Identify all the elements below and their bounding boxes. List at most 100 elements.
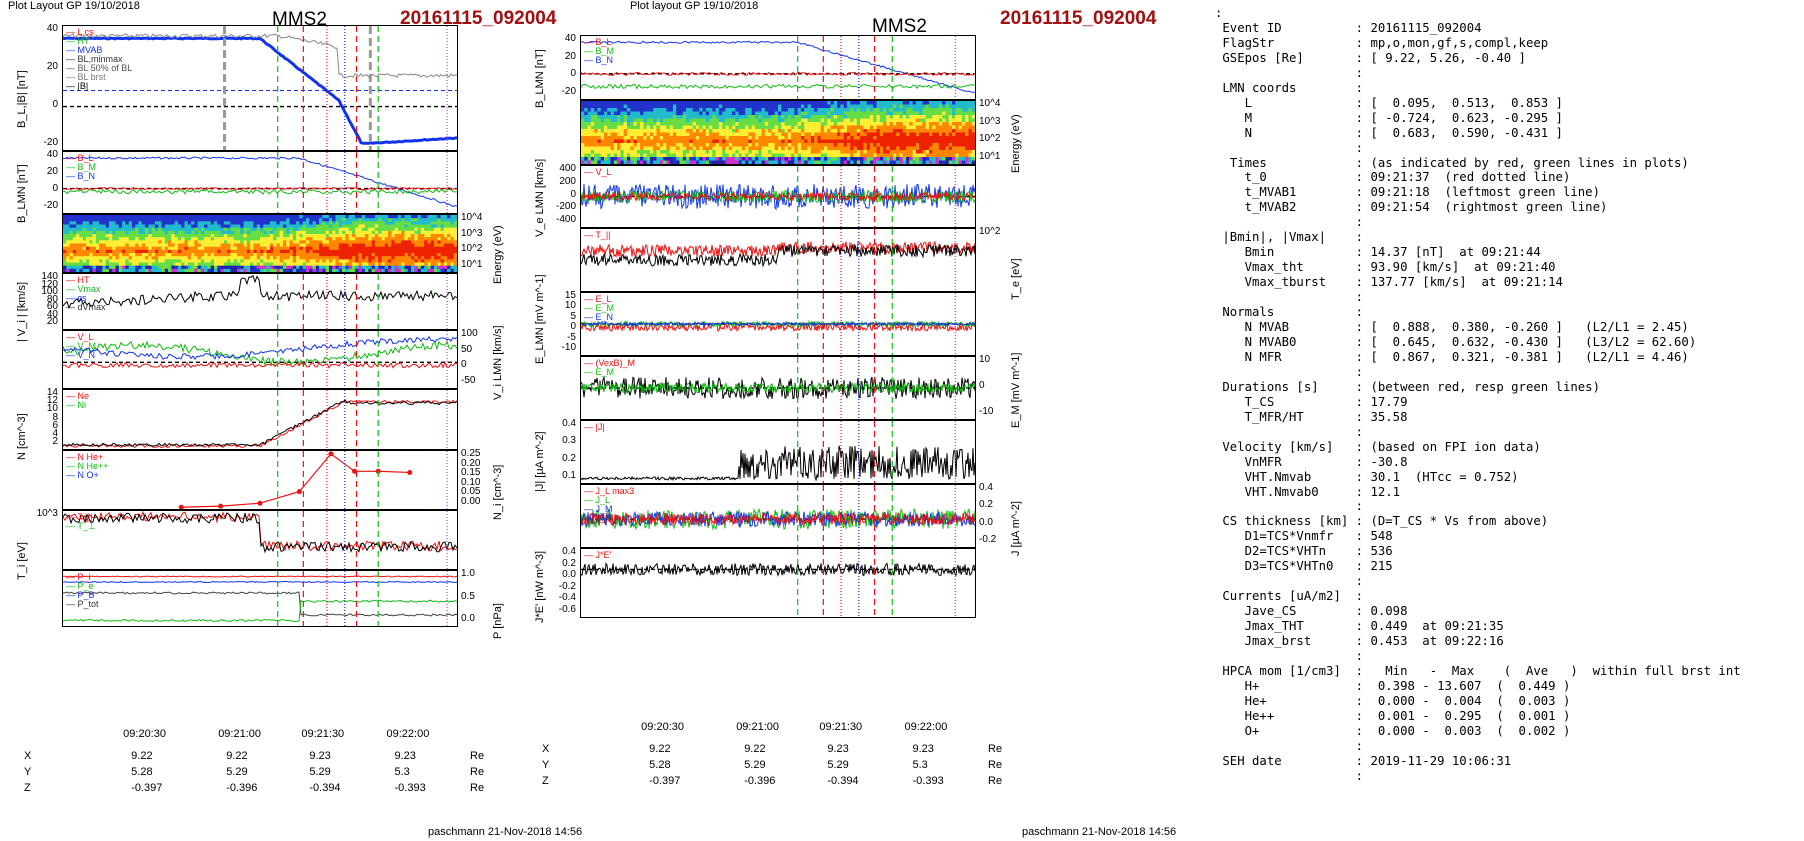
spectrogram-cell <box>246 243 251 248</box>
spectrogram-cell <box>722 108 726 112</box>
spectrogram-cell <box>273 246 277 251</box>
spectrogram-cell <box>184 246 189 251</box>
spectrogram-cell <box>587 118 592 123</box>
spectrogram-cell <box>135 249 140 254</box>
spectrogram-cell <box>260 230 264 235</box>
spectrogram-cell <box>768 136 772 140</box>
spectrogram-cell <box>702 115 707 119</box>
spectrogram-cell <box>148 253 153 257</box>
spectrogram-cell <box>322 221 327 225</box>
spectrogram-cell <box>263 256 268 260</box>
spectrogram-cell <box>886 143 891 147</box>
spectrogram-cell <box>181 243 185 248</box>
spectrogram-cell <box>702 129 707 133</box>
spectrogram-cell <box>322 240 327 244</box>
spectrogram-cell <box>214 237 218 241</box>
spectrogram-cell <box>361 259 366 263</box>
spectrogram-cell <box>728 143 733 147</box>
spectrogram-cell <box>440 243 445 248</box>
spectrogram-cell <box>745 150 749 154</box>
spectrogram-cell <box>837 125 841 130</box>
spectrogram-cell <box>319 256 323 260</box>
spectrogram-cell <box>266 237 271 241</box>
spectrogram-cell <box>656 132 661 137</box>
spectrogram-cell <box>315 246 320 251</box>
spectrogram-cell <box>781 153 786 158</box>
mid-header-spacecraft: MMS2 <box>872 16 927 37</box>
spectrogram-cell <box>617 136 621 140</box>
spectrogram-cell <box>814 153 818 158</box>
spectrogram-cell <box>105 259 110 263</box>
spectrogram-cell <box>906 139 910 144</box>
spectrogram-cell <box>85 221 90 225</box>
spectrogram-cell <box>391 262 396 267</box>
spectrogram-cell <box>289 215 294 219</box>
mid-coord-value: -0.396 <box>744 775 776 787</box>
spectrogram-cell <box>210 268 215 272</box>
spectrogram-cell <box>935 150 940 154</box>
spectrogram-cell <box>794 122 799 126</box>
spectrogram-cell <box>256 221 261 225</box>
spectrogram-cell <box>112 234 117 238</box>
spectrogram-cell <box>751 108 756 112</box>
spectrogram-cell <box>965 129 969 133</box>
spectrogram-cell <box>738 101 743 105</box>
spectrogram-cell <box>361 243 366 248</box>
spectrogram-cell <box>128 230 133 235</box>
spectrogram-cell <box>686 118 690 123</box>
spectrogram-cell <box>76 227 80 232</box>
spectrogram-cell <box>145 221 149 225</box>
spectrogram-cell <box>401 265 405 270</box>
spectrogram-cell <box>942 143 946 147</box>
spectrogram-cell <box>266 215 271 219</box>
spectrogram-cell <box>230 240 235 244</box>
spectrogram-cell <box>594 118 598 123</box>
spectrogram-cell <box>388 256 392 260</box>
spectrogram-cell <box>177 221 182 225</box>
spectrogram-cell <box>764 108 769 112</box>
spectrogram-cell <box>450 249 455 254</box>
spectrogram-cell <box>965 118 969 123</box>
spectrogram-cell <box>912 160 917 164</box>
left-panel-3-legend-item: — cs <box>66 293 87 303</box>
spectrogram-cell <box>764 153 769 158</box>
spectrogram-cell <box>253 259 258 263</box>
spectrogram-cell <box>407 218 412 222</box>
spectrogram-cell <box>322 259 327 263</box>
spectrogram-cell <box>358 268 363 272</box>
spectrogram-cell <box>794 150 799 154</box>
spectrogram-cell <box>223 265 228 270</box>
spectrogram-cell <box>125 253 130 257</box>
spectrogram-cell <box>384 268 389 272</box>
spectrogram-cell <box>309 221 314 225</box>
spectrogram-cell <box>437 230 442 235</box>
spectrogram-cell <box>876 125 881 130</box>
spectrogram-cell <box>345 265 350 270</box>
spectrogram-cell <box>590 125 595 130</box>
spectrogram-cell <box>240 227 245 232</box>
spectrogram-cell <box>148 224 153 229</box>
spectrogram-cell <box>705 132 710 137</box>
spectrogram-cell <box>955 125 960 130</box>
spectrogram-cell <box>715 153 720 158</box>
spectrogram-cell <box>853 139 858 144</box>
spectrogram-cell <box>827 136 832 140</box>
spectrogram-cell <box>220 240 225 244</box>
spectrogram-cell <box>581 143 585 147</box>
spectrogram-cell <box>328 253 333 257</box>
spectrogram-cell <box>610 153 615 158</box>
spectrogram-cell <box>866 108 871 112</box>
spectrogram-cell <box>617 160 621 164</box>
spectrogram-cell <box>718 104 723 109</box>
spectrogram-cell <box>935 122 940 126</box>
spectrogram-cell <box>791 118 795 123</box>
spectrogram-cell <box>105 268 110 272</box>
spectrogram-cell <box>620 139 625 144</box>
spectrogram-cell <box>276 218 281 222</box>
spectrogram-cell <box>434 243 438 248</box>
spectrogram-cell <box>735 143 740 147</box>
spectrogram-cell <box>233 243 238 248</box>
spectrogram-cell <box>250 246 254 251</box>
spectrogram-cell <box>738 150 743 154</box>
spectrogram-cell <box>138 215 143 219</box>
